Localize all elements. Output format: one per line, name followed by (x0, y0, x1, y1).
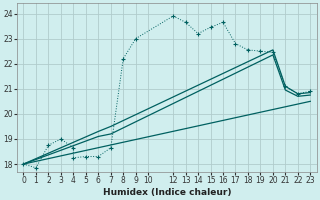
X-axis label: Humidex (Indice chaleur): Humidex (Indice chaleur) (103, 188, 231, 197)
